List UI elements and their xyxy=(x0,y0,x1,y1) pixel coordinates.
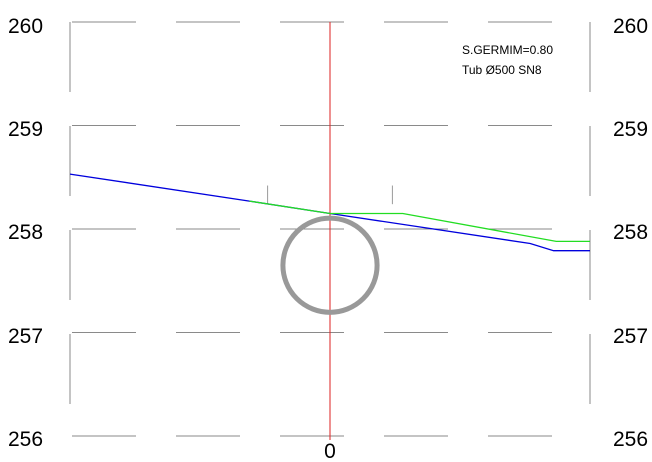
y-tick-label-left-257: 257 xyxy=(8,325,43,348)
y-tick-label-left-258: 258 xyxy=(8,221,43,244)
labels: 260 259 258 257 256 260 259 258 257 256 … xyxy=(8,15,648,462)
y-tick-label-right-259: 259 xyxy=(613,118,648,141)
series-line-green xyxy=(249,200,590,243)
y-tick-label-left-260: 260 xyxy=(8,15,43,38)
y-tick-label-right-257: 257 xyxy=(613,325,648,348)
marks xyxy=(69,22,590,440)
y-tick-label-right-256: 256 xyxy=(613,428,648,451)
y-tick-label-right-258: 258 xyxy=(613,221,648,244)
series-line-blue xyxy=(69,173,590,252)
pipe-circle xyxy=(280,215,380,315)
y-tick-label-left-259: 259 xyxy=(8,118,43,141)
x-tick-label-0: 0 xyxy=(324,440,336,462)
annotation-germim: S.GERMIM=0.80 xyxy=(462,43,553,57)
y-tick-label-right-260: 260 xyxy=(613,15,648,38)
y-tick-label-left-256: 256 xyxy=(8,428,43,451)
annotation-pipe-spec: Tub Ø500 SN8 xyxy=(462,63,542,77)
